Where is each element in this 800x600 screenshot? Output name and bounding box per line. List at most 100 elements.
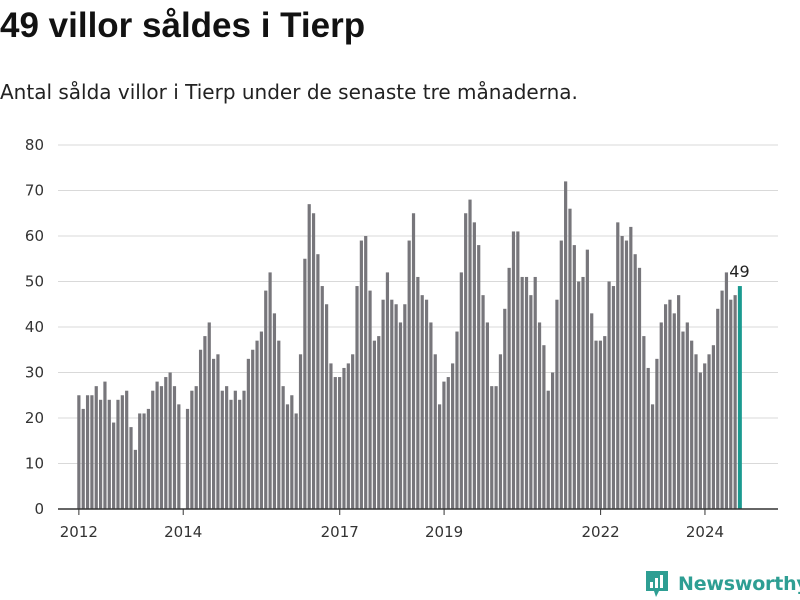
bar xyxy=(442,381,446,509)
bar xyxy=(498,354,503,509)
bar xyxy=(251,349,255,509)
bar xyxy=(464,213,468,509)
bar xyxy=(663,304,668,509)
axes: 0 10 20 30 40 50 60 70 80 2012 2014 2017 2019 2022 202… xyxy=(25,136,778,541)
bar xyxy=(351,354,355,509)
bar xyxy=(216,354,220,509)
y-tick-label: 10 xyxy=(25,455,44,473)
bar xyxy=(646,367,650,509)
bar xyxy=(572,245,576,509)
bar xyxy=(542,345,546,509)
bar xyxy=(677,295,681,509)
bar xyxy=(698,372,702,509)
bar xyxy=(285,404,290,509)
bar-chart: 49 0 10 20 30 40 50 60 70 80 2012 2014 2017 2019 2022… xyxy=(25,136,778,541)
bar xyxy=(733,295,737,509)
bar xyxy=(624,240,629,510)
bar xyxy=(455,331,459,509)
bar xyxy=(198,349,203,509)
bar xyxy=(85,395,90,509)
bar xyxy=(342,367,346,509)
y-tick-label: 70 xyxy=(25,182,44,200)
bars: 49 xyxy=(77,181,750,510)
bar xyxy=(377,336,381,509)
bar xyxy=(690,340,694,509)
newsworthy-logo-icon xyxy=(646,571,668,597)
bar xyxy=(242,390,246,509)
bar xyxy=(338,377,342,509)
chart-title: 49 villor såldes i Tierp xyxy=(0,6,366,45)
bar xyxy=(620,236,624,509)
bar xyxy=(659,322,663,509)
bar xyxy=(112,422,116,509)
bar xyxy=(590,313,594,509)
bar xyxy=(533,276,537,509)
bar xyxy=(238,399,242,509)
bar xyxy=(407,240,411,510)
bar xyxy=(290,395,294,509)
bar xyxy=(433,354,437,509)
bar xyxy=(120,395,124,509)
bar xyxy=(259,331,264,509)
bar xyxy=(364,236,368,509)
bar xyxy=(264,290,268,509)
bar xyxy=(694,354,698,509)
bar xyxy=(703,363,707,509)
bar xyxy=(394,304,398,509)
bar xyxy=(472,222,476,509)
y-tick-label: 20 xyxy=(25,409,44,427)
latest-value-label: 49 xyxy=(729,262,749,281)
bar xyxy=(503,308,507,509)
bar xyxy=(716,308,720,509)
bar xyxy=(446,377,450,509)
bar xyxy=(311,213,316,509)
bar xyxy=(303,258,307,509)
bar xyxy=(142,413,146,509)
bar xyxy=(685,322,689,509)
brand-name: Newsworthy xyxy=(678,573,800,595)
bar xyxy=(459,272,463,509)
bar xyxy=(185,408,190,509)
bar xyxy=(103,381,107,509)
bar xyxy=(520,276,524,509)
bar xyxy=(559,240,563,510)
bar xyxy=(138,413,142,509)
bar xyxy=(159,386,164,509)
brand-logo[interactable]: Newsworthy xyxy=(644,569,800,599)
bar xyxy=(207,322,211,509)
bar xyxy=(333,377,337,509)
bar xyxy=(594,340,598,509)
bar xyxy=(420,295,424,509)
bar xyxy=(212,358,216,509)
bar xyxy=(355,286,359,509)
bar xyxy=(81,408,85,509)
bar-latest xyxy=(737,286,742,509)
bar xyxy=(477,245,481,509)
bar xyxy=(555,299,559,509)
bar xyxy=(633,254,637,509)
bar xyxy=(490,386,494,509)
bar xyxy=(329,363,333,509)
bar xyxy=(729,299,733,509)
bar xyxy=(494,386,498,509)
bar xyxy=(403,304,407,509)
chart-subtitle: Antal sålda villor i Tierp under de sena… xyxy=(0,80,578,104)
bar xyxy=(133,449,137,509)
x-tick-label: 2017 xyxy=(321,523,359,541)
bar xyxy=(537,322,542,509)
y-tick-label: 30 xyxy=(25,364,44,382)
bar xyxy=(116,399,120,509)
bar xyxy=(229,399,233,509)
bar xyxy=(416,276,420,509)
bar xyxy=(707,354,711,509)
bar xyxy=(564,181,568,509)
bar xyxy=(611,286,616,509)
bar xyxy=(155,381,159,509)
bar xyxy=(577,281,581,509)
bar xyxy=(94,386,98,509)
y-tick-label: 0 xyxy=(34,500,44,518)
bar xyxy=(372,340,376,509)
bar xyxy=(146,408,151,509)
bar xyxy=(568,208,572,509)
bar xyxy=(368,290,372,509)
